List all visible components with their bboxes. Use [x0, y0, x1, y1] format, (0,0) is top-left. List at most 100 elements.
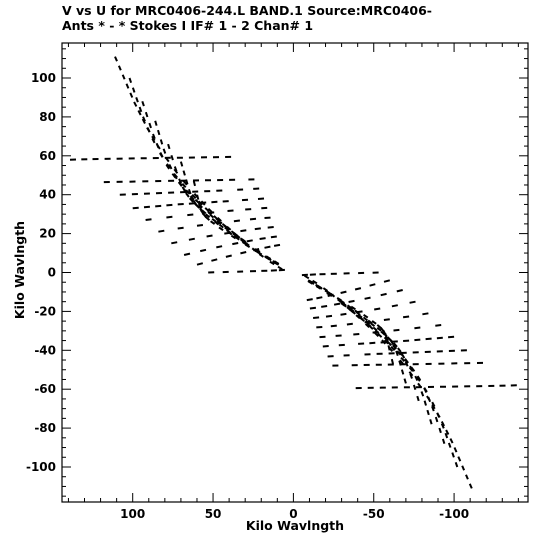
uv-sample: [210, 214, 214, 217]
uv-sample: [381, 294, 387, 295]
uv-sample: [392, 305, 398, 306]
uv-sample: [253, 249, 259, 250]
uv-sample: [166, 217, 172, 218]
uv-sample: [181, 162, 182, 167]
uv-sample: [148, 128, 150, 133]
uv-sample: [458, 457, 460, 462]
uv-sample: [155, 206, 161, 207]
uv-sample: [316, 297, 322, 298]
uv-sample: [189, 203, 195, 204]
uv-sample: [325, 291, 329, 294]
uv-sample: [323, 346, 329, 347]
uv-sample: [422, 392, 424, 397]
uv-sample: [403, 317, 409, 318]
uv-sample: [240, 252, 246, 253]
y-tick-label: -60: [34, 382, 56, 396]
uv-sample: [341, 314, 347, 315]
uv-sample: [392, 359, 393, 364]
y-tick-label: 80: [39, 110, 56, 124]
x-tick-label: 50: [205, 507, 222, 521]
uv-sample: [184, 171, 185, 176]
y-tick-label: 0: [48, 266, 56, 280]
uv-sample: [328, 295, 334, 296]
uv-sample: [373, 332, 379, 333]
uv-sample: [187, 215, 193, 216]
chart-title-line-2: Ants * - * Stokes I IF# 1 - 2 Chan# 1: [62, 18, 313, 33]
uv-sample: [166, 205, 172, 206]
uv-sample: [310, 308, 316, 309]
x-axis-label: Kilo Wavlngth: [246, 518, 344, 533]
uv-sample: [384, 280, 390, 282]
uv-sample: [232, 243, 238, 244]
uv-sample: [207, 236, 213, 237]
uv-sample: [133, 208, 139, 209]
uv-sample: [123, 75, 125, 80]
y-tick-label: -20: [34, 304, 56, 318]
uv-sample: [414, 328, 420, 329]
uv-sample: [422, 313, 428, 314]
uv-sample: [355, 288, 361, 289]
uv-sample: [171, 155, 173, 160]
uv-sample: [216, 223, 222, 224]
uv-sample: [194, 181, 195, 186]
uv-sample: [397, 290, 403, 291]
uv-sample: [449, 443, 451, 448]
uv-sample: [197, 263, 203, 265]
x-tick-label: -50: [363, 507, 385, 521]
uv-sample: [374, 309, 380, 310]
y-tick-label: 20: [39, 227, 56, 241]
uv-sample: [365, 298, 371, 299]
uv-sample: [234, 221, 240, 222]
uv-sample: [417, 396, 418, 401]
uv-sample: [211, 259, 217, 261]
uv-sample: [387, 338, 388, 343]
plot-frame: [62, 43, 528, 502]
uv-sample: [136, 97, 138, 102]
uv-sample: [157, 143, 159, 148]
uv-sample: [326, 316, 332, 317]
uv-sample: [425, 401, 426, 406]
uv-sample: [130, 93, 132, 98]
uv-sample: [370, 284, 376, 286]
uv-sample: [160, 153, 162, 158]
axis-ticks: [62, 43, 528, 502]
y-tick-label: 100: [31, 71, 56, 85]
uv-sample: [381, 328, 384, 332]
y-axis-label: Kilo Wavlngth: [12, 221, 27, 319]
uv-sample: [384, 319, 390, 320]
uv-sample: [158, 130, 159, 135]
y-tick-label: -100: [26, 460, 56, 474]
uv-sample: [274, 245, 280, 246]
uv-sample: [452, 453, 454, 458]
uv-sample: [402, 370, 403, 375]
uv-sample: [341, 292, 347, 293]
uv-sample: [168, 144, 169, 149]
uv-sample: [265, 247, 271, 248]
uv-sample: [197, 195, 198, 200]
uv-sample: [257, 252, 261, 255]
uv-sample: [258, 199, 264, 200]
uv-sample: [394, 330, 400, 331]
uv-sample: [450, 439, 452, 444]
uv-sample: [334, 304, 340, 305]
uv-sample: [134, 102, 136, 107]
y-tick-label: 60: [39, 149, 56, 163]
uv-sample: [428, 397, 430, 402]
chart-title-line-1: V vs U for MRC0406-244.L BAND.1 Source:M…: [62, 3, 432, 18]
uv-sample: [414, 340, 420, 341]
uv-sample: [462, 466, 464, 471]
uv-sample: [365, 322, 371, 323]
uv-sample: [226, 256, 232, 257]
uv-sample: [240, 230, 246, 231]
uv-sample: [349, 301, 355, 302]
uv-sample: [161, 140, 162, 145]
uv-sample: [140, 107, 142, 112]
uv-sample: [164, 149, 166, 154]
uv-sample: [414, 385, 416, 390]
uv-sample: [250, 219, 256, 220]
uv-sample: [443, 439, 445, 444]
uv-sample: [228, 211, 234, 212]
uv-sample: [389, 345, 390, 350]
uv-sample: [260, 238, 266, 239]
uv-sample: [197, 225, 203, 226]
